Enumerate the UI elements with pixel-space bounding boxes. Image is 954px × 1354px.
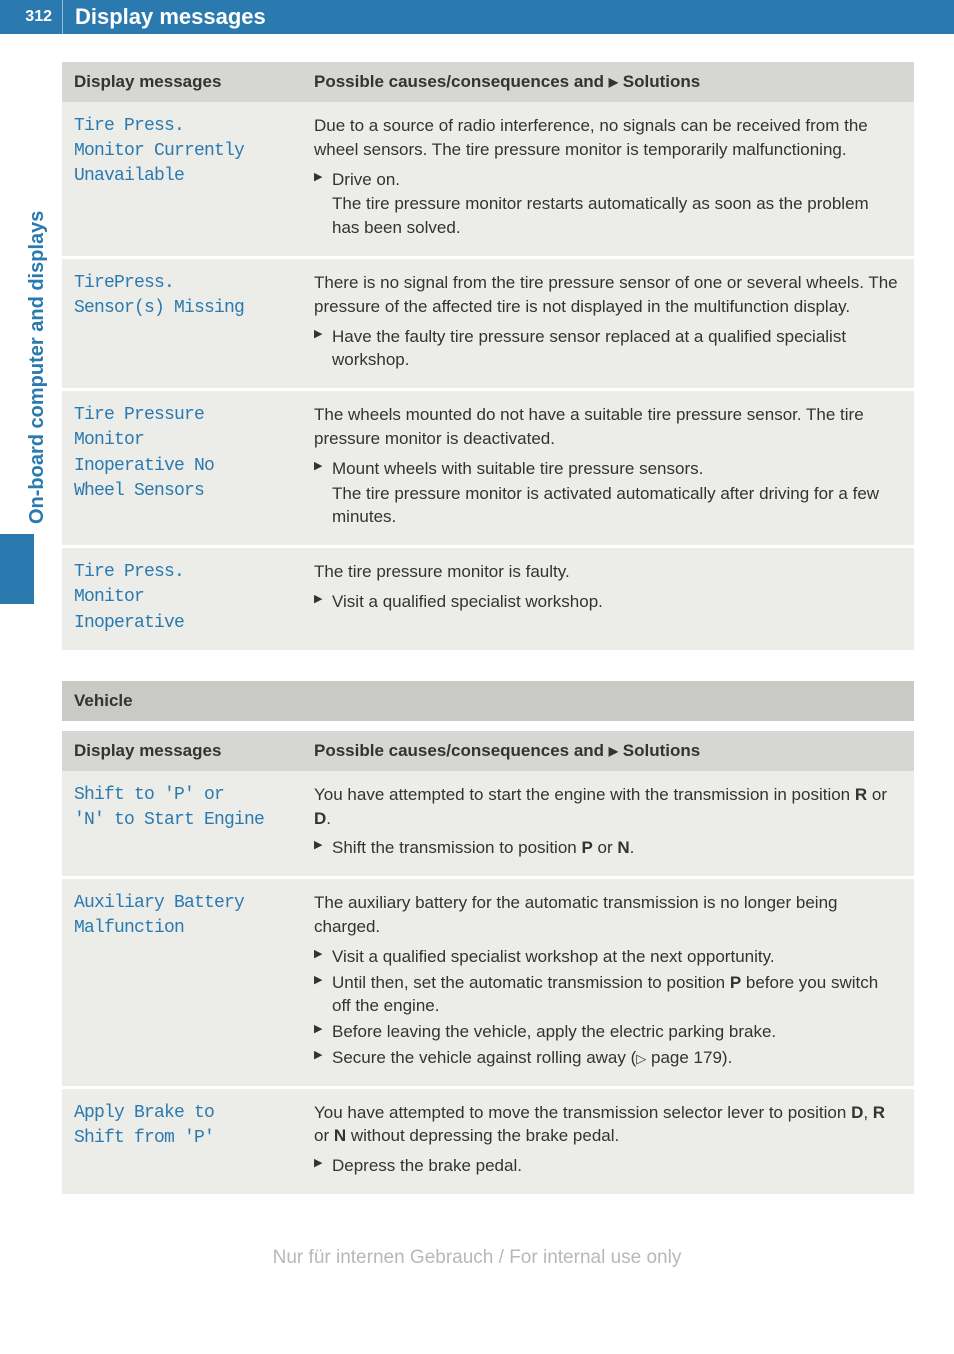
messages-table-tire: Display messages Possible causes/consequ… [62, 62, 914, 653]
solution-item: Visit a qualified specialist workshop at… [314, 945, 900, 969]
section-title-vehicle: Vehicle [62, 681, 914, 721]
display-message-cell: Shift to 'P' or 'N' to Start Engine [62, 771, 302, 878]
display-message-cell: Tire Press. Monitor Inoperative [62, 547, 302, 652]
table-row: Auxiliary Battery MalfunctionThe auxilia… [62, 878, 914, 1088]
col-header-causes: Possible causes/consequences and ▶ Solut… [302, 62, 914, 102]
solution-list: Mount wheels with suitable tire pressure… [314, 457, 900, 529]
col-header-causes: Possible causes/consequences and ▶ Solut… [302, 731, 914, 771]
solution-item: Depress the brake pedal. [314, 1154, 900, 1178]
table-row: Apply Brake to Shift from 'P'You have at… [62, 1087, 914, 1195]
solution-list: Drive on.The tire pressure monitor resta… [314, 168, 900, 240]
display-message-cell: Tire Press. Monitor Currently Unavailabl… [62, 102, 302, 257]
solution-list: Have the faulty tire pressure sensor rep… [314, 325, 900, 373]
cause-text: There is no signal from the tire pressur… [314, 271, 900, 319]
triangle-icon: ▶ [609, 744, 618, 758]
solution-item: Drive on.The tire pressure monitor resta… [314, 168, 900, 240]
solution-list: Visit a qualified specialist workshop at… [314, 945, 900, 1070]
messages-table-vehicle: Display messages Possible causes/consequ… [62, 731, 914, 1197]
footer-watermark: Nur für internen Gebrauch / For internal… [0, 1247, 954, 1289]
solution-item: Before leaving the vehicle, apply the el… [314, 1020, 900, 1044]
solution-item: Mount wheels with suitable tire pressure… [314, 457, 900, 529]
page-number: 312 [0, 0, 62, 34]
solution-item: Shift the transmission to position P or … [314, 836, 900, 860]
solution-list: Shift the transmission to position P or … [314, 836, 900, 860]
col-header-messages: Display messages [62, 62, 302, 102]
display-message-cell: Auxiliary Battery Malfunction [62, 878, 302, 1088]
solution-item: Visit a qualified specialist workshop. [314, 590, 900, 614]
side-tab-label: On-board computer and displays [26, 211, 49, 524]
cause-solution-cell: You have attempted to start the engine w… [302, 771, 914, 878]
cause-solution-cell: The tire pressure monitor is faulty. Visi… [302, 547, 914, 652]
cause-text: You have attempted to move the transmiss… [314, 1101, 900, 1149]
cause-text: The auxiliary battery for the automatic … [314, 891, 900, 939]
table-row: Tire Press. Monitor InoperativeThe tire … [62, 547, 914, 652]
header-title: Display messages [62, 0, 954, 34]
header-bar: 312 Display messages [0, 0, 954, 34]
content-area: Display messages Possible causes/consequ… [62, 62, 914, 1197]
solution-item: Secure the vehicle against rolling away … [314, 1046, 900, 1070]
display-message-cell: Tire Pressure Monitor Inoperative No Whe… [62, 390, 302, 547]
solution-sub: The tire pressure monitor is activated a… [332, 482, 900, 530]
display-message-cell: Apply Brake to Shift from 'P' [62, 1087, 302, 1195]
cause-solution-cell: The auxiliary battery for the automatic … [302, 878, 914, 1088]
table-row: TirePress. Sensor(s) MissingThere is no … [62, 257, 914, 389]
table-row: Tire Pressure Monitor Inoperative No Whe… [62, 390, 914, 547]
cause-solution-cell: The wheels mounted do not have a suitabl… [302, 390, 914, 547]
solution-list: Depress the brake pedal. [314, 1154, 900, 1178]
side-tab: On-board computer and displays [0, 84, 36, 564]
cause-text: You have attempted to start the engine w… [314, 783, 900, 831]
table-row: Tire Press. Monitor Currently Unavailabl… [62, 102, 914, 257]
cause-solution-cell: You have attempted to move the transmiss… [302, 1087, 914, 1195]
side-tab-bar [0, 534, 34, 604]
triangle-icon: ▶ [609, 75, 618, 89]
solution-sub: The tire pressure monitor restarts autom… [332, 192, 900, 240]
cause-text: Due to a source of radio interference, n… [314, 114, 900, 162]
cause-solution-cell: Due to a source of radio interference, n… [302, 102, 914, 257]
cause-text: The wheels mounted do not have a suitabl… [314, 403, 900, 451]
solution-item: Until then, set the automatic transmissi… [314, 971, 900, 1019]
table-row: Shift to 'P' or 'N' to Start EngineYou h… [62, 771, 914, 878]
cause-solution-cell: There is no signal from the tire pressur… [302, 257, 914, 389]
solution-list: Visit a qualified specialist workshop. [314, 590, 900, 614]
solution-item: Have the faulty tire pressure sensor rep… [314, 325, 900, 373]
cause-text: The tire pressure monitor is faulty. [314, 560, 900, 584]
col-header-messages: Display messages [62, 731, 302, 771]
display-message-cell: TirePress. Sensor(s) Missing [62, 257, 302, 389]
